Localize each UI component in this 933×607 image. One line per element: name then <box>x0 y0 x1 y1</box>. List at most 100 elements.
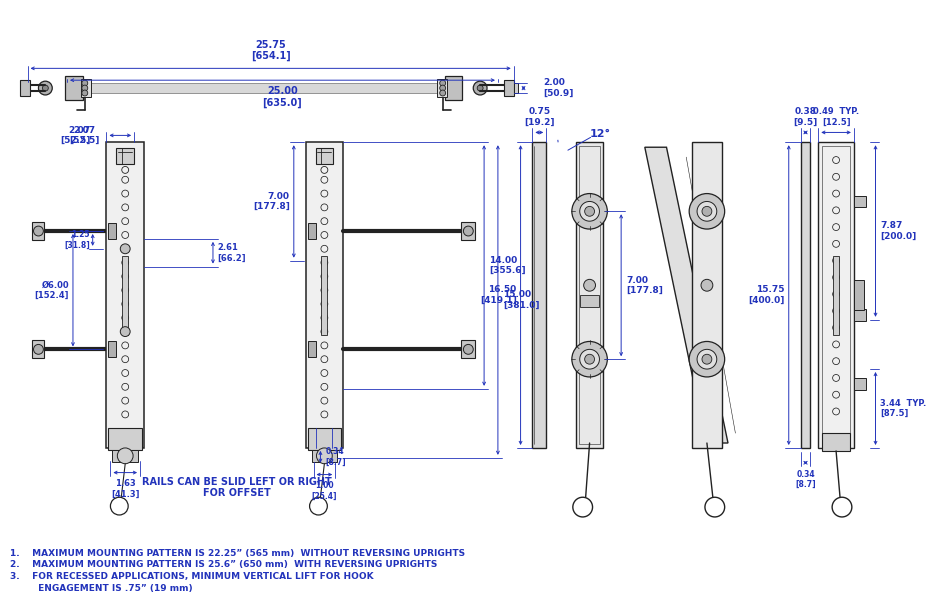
Text: 0.49  TYP.
[12.5]: 0.49 TYP. [12.5] <box>813 107 859 126</box>
Circle shape <box>439 90 446 96</box>
Text: 2.07
[52.5]: 2.07 [52.5] <box>70 126 100 145</box>
Bar <box>65 76 83 100</box>
Bar <box>576 142 604 448</box>
Circle shape <box>120 327 130 336</box>
Text: 2.61
[66.2]: 2.61 [66.2] <box>216 243 245 262</box>
Circle shape <box>689 194 725 229</box>
Bar <box>462 222 475 240</box>
Bar <box>504 80 514 96</box>
Circle shape <box>697 350 717 369</box>
Text: 2.07
[52.5]: 2.07 [52.5] <box>61 126 91 145</box>
Bar <box>67 83 458 93</box>
Bar <box>81 79 91 97</box>
Text: 12°: 12° <box>590 129 611 140</box>
Circle shape <box>697 202 717 221</box>
Circle shape <box>689 342 725 377</box>
Circle shape <box>464 344 473 354</box>
Circle shape <box>120 244 130 254</box>
Bar <box>692 142 722 448</box>
Bar <box>122 256 128 334</box>
Circle shape <box>439 85 446 91</box>
Bar <box>818 142 854 448</box>
Bar <box>578 146 601 444</box>
Text: 25.00
[635.0]: 25.00 [635.0] <box>262 86 302 108</box>
Text: 0.34
[8.7]: 0.34 [8.7] <box>795 470 815 489</box>
Circle shape <box>439 80 446 86</box>
Text: 0.34
[8.7]: 0.34 [8.7] <box>326 447 346 467</box>
Text: RAILS CAN BE SLID LEFT OR RIGHT
FOR OFFSET: RAILS CAN BE SLID LEFT OR RIGHT FOR OFFS… <box>142 476 331 498</box>
Text: 1.    MAXIMUM MOUNTING PATTERN IS 22.25” (565 mm)  WITHOUT REVERSING UPRIGHTS: 1. MAXIMUM MOUNTING PATTERN IS 22.25” (5… <box>10 549 465 557</box>
Bar <box>514 83 518 93</box>
Circle shape <box>579 202 599 221</box>
Circle shape <box>82 90 88 96</box>
Text: 7.00
[177.8]: 7.00 [177.8] <box>626 276 663 295</box>
Text: ENGAGEMENT IS .75” (19 mm): ENGAGEMENT IS .75” (19 mm) <box>10 584 192 593</box>
Circle shape <box>464 226 473 236</box>
Circle shape <box>702 354 712 364</box>
Bar <box>32 222 45 240</box>
Text: 15.00
[381.0]: 15.00 [381.0] <box>503 290 539 310</box>
Text: 0.38
[9.5]: 0.38 [9.5] <box>793 107 817 126</box>
Circle shape <box>477 85 483 91</box>
Circle shape <box>572 342 607 377</box>
Circle shape <box>585 206 594 216</box>
Text: 7.87
[200.0]: 7.87 [200.0] <box>881 222 917 241</box>
Bar <box>308 223 315 239</box>
Text: 2.00
[50.9]: 2.00 [50.9] <box>543 78 574 98</box>
Text: 7.00
[177.8]: 7.00 [177.8] <box>253 192 290 211</box>
Text: 16.50
[419.1]: 16.50 [419.1] <box>480 285 517 305</box>
Bar <box>108 342 117 358</box>
Circle shape <box>316 448 332 464</box>
Circle shape <box>82 80 88 86</box>
Bar <box>833 256 839 334</box>
Bar <box>445 76 463 100</box>
Circle shape <box>702 206 712 216</box>
Bar <box>20 80 30 96</box>
Circle shape <box>572 194 607 229</box>
Bar <box>801 142 811 448</box>
Bar <box>117 148 134 164</box>
Text: 1.00
[25.4]: 1.00 [25.4] <box>312 481 337 501</box>
Bar <box>822 433 850 451</box>
Circle shape <box>42 85 49 91</box>
Bar <box>306 142 343 448</box>
Bar <box>308 428 341 450</box>
Bar <box>437 79 447 97</box>
Circle shape <box>473 81 487 95</box>
Bar <box>308 342 315 358</box>
Text: 2.    MAXIMUM MOUNTING PATTERN IS 25.6” (650 mm)  WITH REVERSING UPRIGHTS: 2. MAXIMUM MOUNTING PATTERN IS 25.6” (65… <box>10 560 438 569</box>
Text: 25.75
[654.1]: 25.75 [654.1] <box>251 39 290 61</box>
Bar <box>854 195 866 208</box>
Text: 3.    FOR RECESSED APPLICATIONS, MINIMUM VERTICAL LIFT FOR HOOK: 3. FOR RECESSED APPLICATIONS, MINIMUM VE… <box>10 572 373 581</box>
Circle shape <box>34 226 43 236</box>
Bar <box>854 378 866 390</box>
Text: 15.75
[400.0]: 15.75 [400.0] <box>748 285 785 305</box>
Circle shape <box>584 279 595 291</box>
Bar <box>533 142 546 448</box>
Circle shape <box>118 448 133 464</box>
Bar <box>108 223 117 239</box>
Circle shape <box>579 350 599 369</box>
Text: 3.44  TYP.
[87.5]: 3.44 TYP. [87.5] <box>881 399 926 418</box>
Bar <box>854 280 864 310</box>
Circle shape <box>82 85 88 91</box>
Bar <box>315 148 333 164</box>
Bar <box>32 341 45 358</box>
Bar <box>822 146 850 444</box>
Bar <box>462 341 475 358</box>
Circle shape <box>701 279 713 291</box>
Circle shape <box>34 344 43 354</box>
Text: 1.63
[41.3]: 1.63 [41.3] <box>111 480 139 499</box>
Polygon shape <box>645 148 728 443</box>
Bar <box>106 142 144 448</box>
Bar <box>321 256 327 334</box>
Bar <box>108 428 142 450</box>
Bar <box>312 450 337 462</box>
Circle shape <box>38 81 52 95</box>
Bar <box>854 309 866 320</box>
Text: Ø6.00
[152.4]: Ø6.00 [152.4] <box>35 280 69 300</box>
Text: 14.00
[355.6]: 14.00 [355.6] <box>489 256 525 275</box>
Bar <box>579 295 599 307</box>
Text: 1.25
[31.8]: 1.25 [31.8] <box>64 230 90 249</box>
Bar <box>112 450 138 462</box>
